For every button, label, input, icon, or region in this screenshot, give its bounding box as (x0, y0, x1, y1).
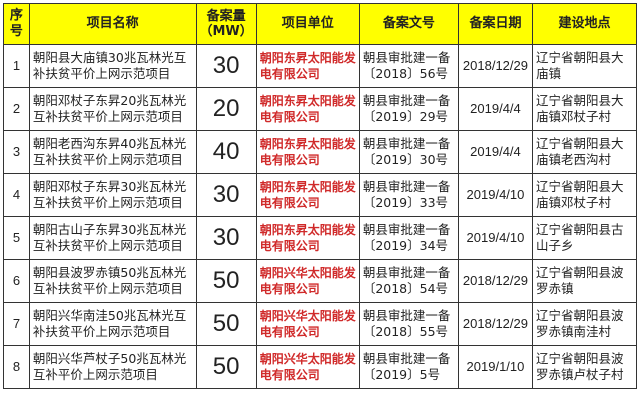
cell-mw: 50 (195, 302, 257, 346)
cell-site: 辽宁省朝阳县大庙镇老西沟村 (531, 130, 637, 174)
cell-unit: 朝阳东昇太阳能发电有限公司 (255, 130, 360, 174)
cell-name: 朝阳邓杖子东昇30兆瓦林光互补扶贫平价上网示范项目 (28, 173, 197, 217)
cell-doc: 朝县审批建一备〔2018〕56号 (358, 44, 459, 88)
cell-date: 2019/1/10 (457, 345, 533, 389)
cell-no: 7 (3, 302, 30, 346)
header-name: 项目名称 (28, 3, 197, 45)
cell-name: 朝阳邓杖子东昇20兆瓦林光互补扶贫平价上网示范项目 (28, 87, 197, 131)
cell-name: 朝阳兴华南洼50兆瓦林光互补扶贫平价上网示范项目 (28, 302, 197, 346)
cell-site: 辽宁省朝阳县波罗赤镇卢杖子村 (531, 345, 637, 389)
header-row: 序号 项目名称 备案量（MW） 项目单位 备案文号 备案日期 建设地点 (3, 3, 637, 45)
cell-date: 2019/4/4 (457, 130, 533, 174)
cell-name: 朝阳兴华芦杖子50兆瓦林光互补平价上网示范项目 (28, 345, 197, 389)
cell-no: 5 (3, 216, 30, 260)
cell-mw: 30 (195, 44, 257, 88)
cell-doc: 朝县审批建一备〔2019〕33号 (358, 173, 459, 217)
cell-unit: 朝阳兴华太阳能发电有限公司 (255, 302, 360, 346)
cell-doc: 朝县审批建一备〔2019〕5号 (358, 345, 459, 389)
cell-doc: 朝县审批建一备〔2018〕54号 (358, 259, 459, 303)
cell-no: 8 (3, 345, 30, 389)
cell-site: 辽宁省朝阳县波罗赤镇南洼村 (531, 302, 637, 346)
cell-no: 1 (3, 44, 30, 88)
cell-no: 6 (3, 259, 30, 303)
table-row: 3 朝阳老西沟东昇40兆瓦林光互补扶贫平价上网示范项目 40 朝阳东昇太阳能发电有限公… (3, 130, 637, 174)
cell-date: 2018/12/29 (457, 259, 533, 303)
header-no: 序号 (3, 3, 30, 45)
header-site: 建设地点 (531, 3, 637, 45)
header-doc: 备案文号 (358, 3, 459, 45)
cell-date: 2019/4/10 (457, 173, 533, 217)
table-row: 5 朝阳古山子东昇30兆瓦林光互补扶贫平价上网示范项目 30 朝阳东昇太阳能发电有限公… (3, 216, 637, 260)
cell-unit: 朝阳东昇太阳能发电有限公司 (255, 44, 360, 88)
table-row: 4 朝阳邓杖子东昇30兆瓦林光互补扶贫平价上网示范项目 30 朝阳东昇太阳能发电有限公… (3, 173, 637, 217)
cell-unit: 朝阳东昇太阳能发电有限公司 (255, 173, 360, 217)
project-table: 序号 项目名称 备案量（MW） 项目单位 备案文号 备案日期 建设地点 1 朝阳县大庙镇30兆… (3, 3, 637, 389)
cell-doc: 朝县审批建一备〔2019〕29号 (358, 87, 459, 131)
cell-no: 3 (3, 130, 30, 174)
cell-site: 辽宁省朝阳县大庙镇 (531, 44, 637, 88)
header-unit: 项目单位 (255, 3, 360, 45)
cell-mw: 50 (195, 345, 257, 389)
header-mw: 备案量（MW） (195, 3, 257, 45)
table-row: 8 朝阳兴华芦杖子50兆瓦林光互补平价上网示范项目 50 朝阳兴华太阳能发电有限公司朝… (3, 345, 637, 389)
cell-site: 辽宁省朝阳县大庙镇邓杖子村 (531, 87, 637, 131)
cell-date: 2019/4/10 (457, 216, 533, 260)
cell-doc: 朝县审批建一备〔2019〕30号 (358, 130, 459, 174)
cell-doc: 朝县审批建一备〔2019〕34号 (358, 216, 459, 260)
cell-date: 2018/12/29 (457, 302, 533, 346)
cell-unit: 朝阳兴华太阳能发电有限公司 (255, 259, 360, 303)
cell-date: 2018/12/29 (457, 44, 533, 88)
table-row: 1 朝阳县大庙镇30兆瓦林光互补扶贫平价上网示范项目 30 朝阳东昇太阳能发电有限公司… (3, 44, 637, 88)
header-date: 备案日期 (457, 3, 533, 45)
cell-no: 2 (3, 87, 30, 131)
cell-site: 辽宁省朝阳县古山子乡 (531, 216, 637, 260)
cell-date: 2019/4/4 (457, 87, 533, 131)
cell-name: 朝阳老西沟东昇40兆瓦林光互补扶贫平价上网示范项目 (28, 130, 197, 174)
cell-unit: 朝阳东昇太阳能发电有限公司 (255, 216, 360, 260)
cell-no: 4 (3, 173, 30, 217)
cell-unit: 朝阳东昇太阳能发电有限公司 (255, 87, 360, 131)
cell-mw: 30 (195, 173, 257, 217)
table-row: 2 朝阳邓杖子东昇20兆瓦林光互补扶贫平价上网示范项目 20 朝阳东昇太阳能发电有限公… (3, 87, 637, 131)
cell-site: 辽宁省朝阳县大庙镇邓杖子村 (531, 173, 637, 217)
cell-name: 朝阳古山子东昇30兆瓦林光互补扶贫平价上网示范项目 (28, 216, 197, 260)
cell-mw: 40 (195, 130, 257, 174)
cell-mw: 30 (195, 216, 257, 260)
table-row: 6 朝阳县波罗赤镇50兆瓦林光互补扶贫平价上网示范项目 50 朝阳兴华太阳能发电有限公… (3, 259, 637, 303)
cell-name: 朝阳县波罗赤镇50兆瓦林光互补扶贫平价上网示范项目 (28, 259, 197, 303)
cell-mw: 50 (195, 259, 257, 303)
cell-name: 朝阳县大庙镇30兆瓦林光互补扶贫平价上网示范项目 (28, 44, 197, 88)
cell-doc: 朝县审批建一备〔2018〕55号 (358, 302, 459, 346)
table-row: 7 朝阳兴华南洼50兆瓦林光互补扶贫平价上网示范项目 50 朝阳兴华太阳能发电有限公司… (3, 302, 637, 346)
cell-site: 辽宁省朝阳县波罗赤镇 (531, 259, 637, 303)
cell-unit: 朝阳兴华太阳能发电有限公司 (255, 345, 360, 389)
cell-mw: 20 (195, 87, 257, 131)
